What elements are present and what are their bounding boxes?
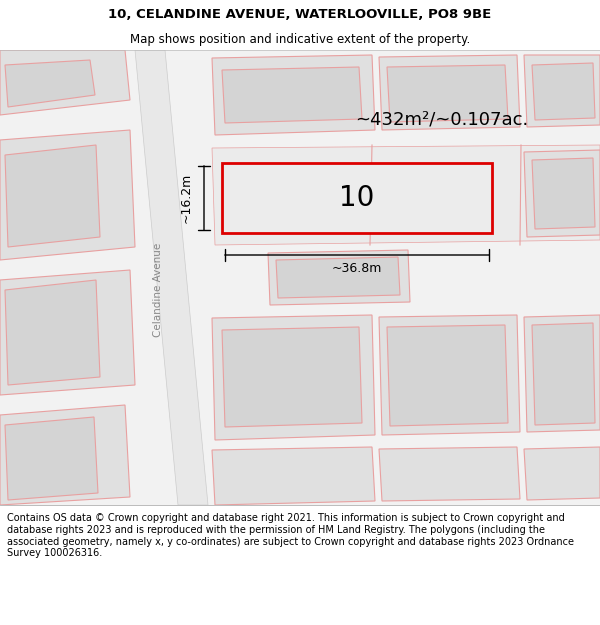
Polygon shape: [524, 150, 600, 237]
Polygon shape: [379, 447, 520, 501]
Polygon shape: [532, 158, 595, 229]
Polygon shape: [276, 257, 400, 298]
Text: Contains OS data © Crown copyright and database right 2021. This information is : Contains OS data © Crown copyright and d…: [7, 513, 574, 558]
Polygon shape: [532, 63, 595, 120]
Polygon shape: [5, 417, 98, 500]
Polygon shape: [5, 60, 95, 107]
Text: ~16.2m: ~16.2m: [179, 173, 193, 223]
Polygon shape: [5, 280, 100, 385]
Polygon shape: [524, 55, 600, 127]
Polygon shape: [135, 50, 208, 505]
Polygon shape: [532, 323, 595, 425]
Polygon shape: [0, 405, 130, 505]
Polygon shape: [5, 145, 100, 247]
Text: 10: 10: [340, 184, 374, 212]
Polygon shape: [524, 315, 600, 432]
Polygon shape: [212, 315, 375, 440]
Polygon shape: [524, 447, 600, 500]
Text: ~432m²/~0.107ac.: ~432m²/~0.107ac.: [355, 111, 528, 129]
Text: Map shows position and indicative extent of the property.: Map shows position and indicative extent…: [130, 32, 470, 46]
Polygon shape: [387, 65, 508, 122]
Polygon shape: [212, 447, 375, 505]
Bar: [222, 163, 492, 233]
Polygon shape: [0, 50, 130, 115]
Polygon shape: [0, 270, 135, 395]
Polygon shape: [268, 250, 410, 305]
Polygon shape: [222, 327, 362, 427]
Polygon shape: [379, 55, 520, 130]
Polygon shape: [212, 55, 375, 135]
Text: 10, CELANDINE AVENUE, WATERLOOVILLE, PO8 9BE: 10, CELANDINE AVENUE, WATERLOOVILLE, PO8…: [109, 8, 491, 21]
Text: Celandine Avenue: Celandine Avenue: [153, 243, 163, 337]
Polygon shape: [0, 130, 135, 260]
Polygon shape: [212, 145, 600, 245]
Polygon shape: [222, 67, 362, 123]
Polygon shape: [387, 325, 508, 426]
Polygon shape: [379, 315, 520, 435]
Text: ~36.8m: ~36.8m: [332, 262, 382, 276]
